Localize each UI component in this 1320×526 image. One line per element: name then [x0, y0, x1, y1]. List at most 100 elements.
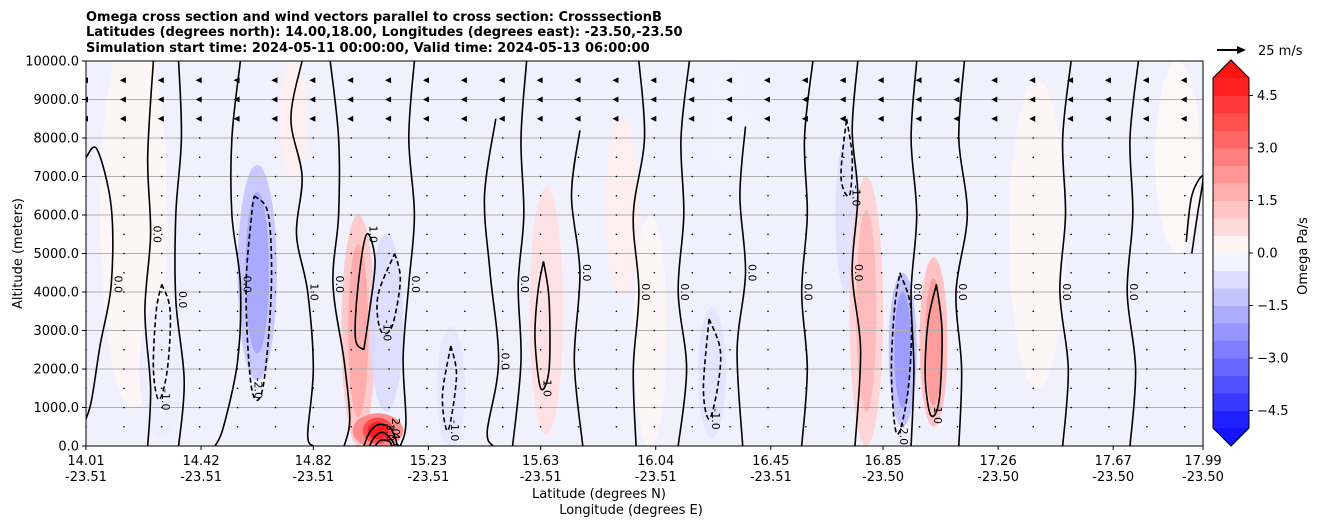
wind-vector-395	[274, 233, 277, 236]
wind-vector-197	[729, 368, 731, 370]
wind-vector-347	[729, 271, 731, 274]
omega-region-outer-16	[1009, 80, 1066, 389]
wind-vector-61	[119, 115, 126, 122]
x-tick-label-lon-4: -23.51	[520, 470, 562, 485]
wind-vector-333	[198, 271, 201, 274]
wind-vector-382	[918, 252, 921, 255]
contour-line-10	[632, 61, 646, 446]
wind-vector-519	[426, 156, 428, 159]
wind-vector-131	[501, 406, 504, 409]
wind-vector-143	[956, 406, 959, 409]
wind-vector-470	[842, 194, 845, 197]
wind-vector-467	[729, 194, 731, 197]
wind-vector-137	[729, 406, 731, 409]
wind-vector-69	[422, 115, 429, 122]
wind-vector-448	[1146, 214, 1148, 216]
wind-vector-479	[1183, 194, 1186, 197]
wind-vector-521	[501, 156, 504, 159]
wind-vector-381	[880, 252, 883, 255]
wind-vector-260	[842, 329, 845, 332]
wind-vector-269	[1183, 329, 1186, 332]
wind-vector-408	[767, 233, 769, 236]
wind-vector-207	[1108, 368, 1110, 370]
wind-vector-146	[1070, 406, 1072, 409]
wind-vector-316	[691, 291, 694, 293]
wind-vector-122	[160, 406, 163, 409]
wind-vector-20	[839, 77, 846, 84]
wind-vector-494	[615, 175, 618, 178]
wind-vector-415	[1032, 233, 1035, 236]
wind-vector-392	[160, 233, 163, 236]
wind-vector-251	[501, 329, 504, 332]
wind-vector-152	[160, 387, 163, 390]
wind-vector-249	[426, 329, 428, 332]
wind-vector-451	[123, 194, 125, 197]
wind-vector-60	[86, 115, 88, 122]
wind-vector-104	[615, 425, 618, 428]
wind-vector-554	[615, 137, 618, 139]
wind-vector-65	[271, 115, 278, 122]
wind-vector-522	[539, 156, 542, 159]
wind-vector-175	[1032, 387, 1035, 390]
wind-vector-414	[994, 233, 997, 236]
contour-label-17: 0.0	[1060, 283, 1073, 301]
omega-region-outer-9	[605, 118, 639, 296]
wind-vector-329	[1183, 291, 1186, 293]
wind-vector-509	[1183, 175, 1186, 178]
colorbar-extend-top	[1213, 60, 1249, 78]
wind-vector-472	[918, 194, 921, 197]
wind-vector-468	[767, 194, 769, 197]
colorbar-segment-12	[1213, 200, 1249, 219]
wind-vector-212	[160, 348, 163, 351]
x-tick-label-lon-10: -23.50	[1182, 470, 1224, 485]
wind-vector-106	[691, 425, 694, 428]
x-tick-label-lat-9: 17.67	[1095, 454, 1132, 469]
y-axis: 0.0 1000.0 2000.0 3000.0 4000.0 5000.0 6000.0 7…	[25, 55, 86, 455]
wind-vector-10	[460, 77, 467, 84]
wind-vector-267	[1108, 329, 1110, 332]
contour-line-31	[368, 431, 396, 446]
x-tick-label-lat-3: 15.23	[410, 454, 447, 469]
wind-vector-88	[1142, 115, 1149, 122]
wind-vector-567	[1108, 137, 1110, 139]
wind-vector-244	[236, 329, 239, 332]
contour-line-32	[374, 439, 393, 446]
contour-label-7: 0.0	[499, 353, 512, 371]
wind-vector-343	[577, 271, 580, 274]
wind-vector-416	[1070, 233, 1072, 236]
wind-vector-403	[577, 233, 580, 236]
wind-vector-66	[309, 115, 316, 122]
wind-vector-123	[198, 406, 201, 409]
wind-vector-313	[577, 291, 580, 293]
wind-vector-206	[1070, 368, 1072, 370]
contour-line-20	[245, 195, 273, 402]
contour-line-8	[511, 61, 528, 446]
wind-vector-117	[1108, 425, 1110, 428]
wind-vector-214	[236, 348, 239, 351]
contour-label-15: 0.0	[911, 283, 924, 301]
omega-fill-layer	[100, 61, 1201, 446]
wind-vector-407	[729, 233, 731, 236]
wind-vector-286	[691, 310, 694, 313]
wind-vector-292	[918, 310, 921, 313]
contour-line-21	[152, 284, 172, 401]
wind-vector-564	[994, 137, 997, 139]
colorbar-segment-15	[1213, 148, 1249, 166]
wind-vector-226	[691, 348, 694, 351]
wind-vector-417	[1108, 233, 1110, 236]
wind-vector-201	[880, 368, 883, 370]
wind-vector-528	[767, 156, 769, 159]
wind-vector-182	[160, 368, 163, 370]
wind-vector-72	[536, 115, 543, 122]
wind-vector-443	[956, 214, 959, 216]
colorbar-segment-17	[1213, 113, 1249, 131]
omega-region-outer-17	[1155, 61, 1201, 254]
contour-label-29: 1.0	[931, 406, 944, 424]
contour-label-16: 0.0	[956, 283, 969, 301]
wind-vector-53	[953, 96, 960, 103]
wind-vector-213	[198, 348, 201, 351]
colorbar-tick-label-1: 3.0	[1257, 142, 1278, 157]
wind-vector-476	[1070, 194, 1072, 197]
wind-vector-181	[123, 368, 125, 370]
wind-vector-526	[691, 156, 694, 159]
